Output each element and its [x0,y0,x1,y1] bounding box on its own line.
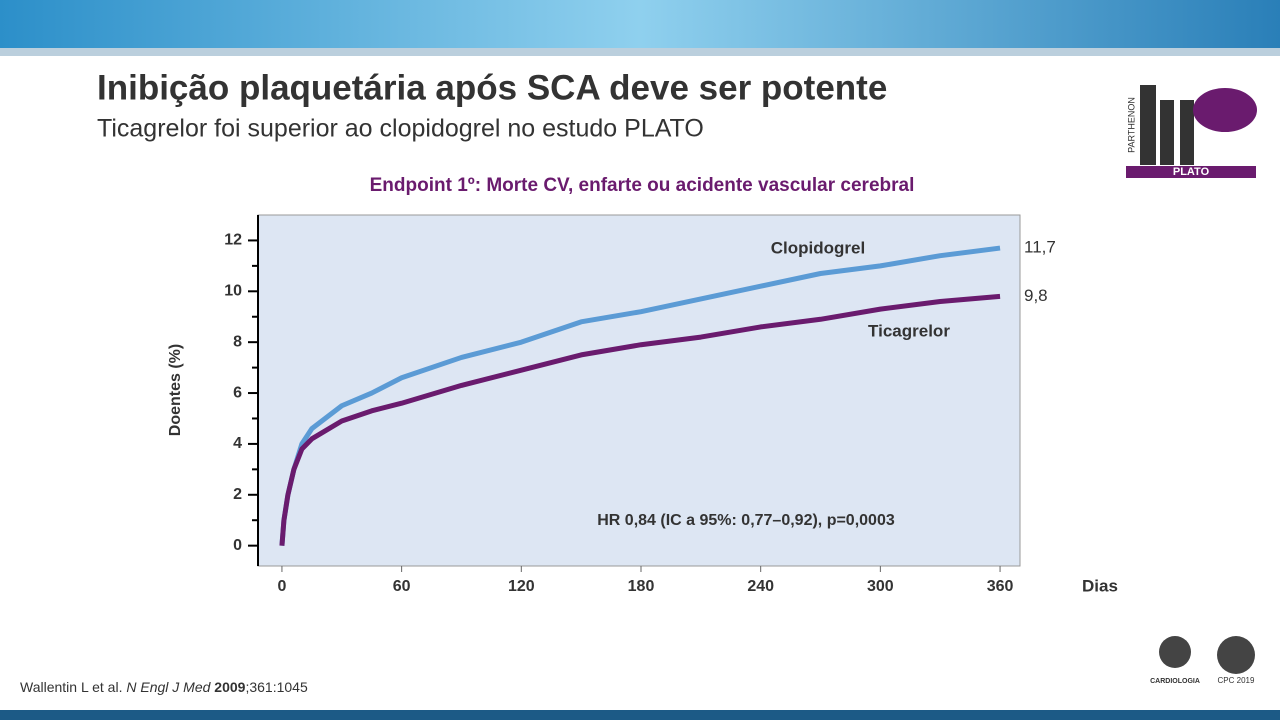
reference-part: ;361:1045 [245,679,307,695]
y-tick-label: 0 [233,537,242,554]
header-band [0,0,1280,48]
y-tick-label: 2 [233,486,242,503]
series-label: Clopidogrel [771,238,865,257]
footer-band [0,710,1280,720]
series-label: Ticagrelor [868,321,950,340]
x-tick-label: 360 [987,578,1014,595]
logo-bar [1140,85,1156,165]
y-axis-label: Doentes (%) [167,344,184,436]
reference: Wallentin L et al. N Engl J Med 2009;361… [20,679,308,695]
x-tick-label: 300 [867,578,894,595]
y-tick-label: 10 [224,283,242,300]
logo-bar [1180,100,1194,165]
series-line [279,293,1001,546]
footer-logo-text: CARDIOLOGIA [1150,678,1200,685]
logo-text: PLATO [1173,166,1210,178]
x-tick-label: 180 [628,578,655,595]
slide-title: Inibição plaquetária após SCA deve ser p… [97,68,887,107]
x-tick-label: 60 [393,578,411,595]
logo-bar [1160,100,1174,165]
x-axis-label: Dias [1082,576,1118,595]
plato-logo: PARTHENON PLATO [1126,85,1257,178]
reference-part: 2009 [210,679,245,695]
end-value-label: 9,8 [1024,286,1048,305]
x-tick-label: 240 [747,578,774,595]
reference-part: Wallentin L et al. [20,679,126,695]
x-tick-label: 0 [277,578,286,595]
end-value-label: 11,7 [1024,238,1056,257]
annotation: HR 0,84 (IC a 95%: 0,77–0,92), p=0,0003 [597,512,895,529]
chart-title: Endpoint 1º: Morte CV, enfarte ou aciden… [370,175,915,196]
header-shadow [0,48,1280,56]
footer-logo-text: CPC 2019 [1218,676,1255,685]
plot-area [257,214,1021,567]
y-tick-label: 6 [233,384,242,401]
logo-oval [1193,88,1257,132]
slide-subtitle: Ticagrelor foi superior ao clopidogrel n… [97,115,704,143]
logo-text: PARTHENON [1126,97,1136,153]
y-tick-label: 8 [233,333,242,350]
reference-part: N Engl J Med [126,679,211,695]
logo-strip [1126,166,1256,178]
spc-logo [1159,636,1191,668]
y-tick-label: 4 [233,435,242,452]
x-tick-label: 120 [508,578,535,595]
cpc-logo [1217,636,1255,674]
y-tick-label: 12 [224,232,242,249]
